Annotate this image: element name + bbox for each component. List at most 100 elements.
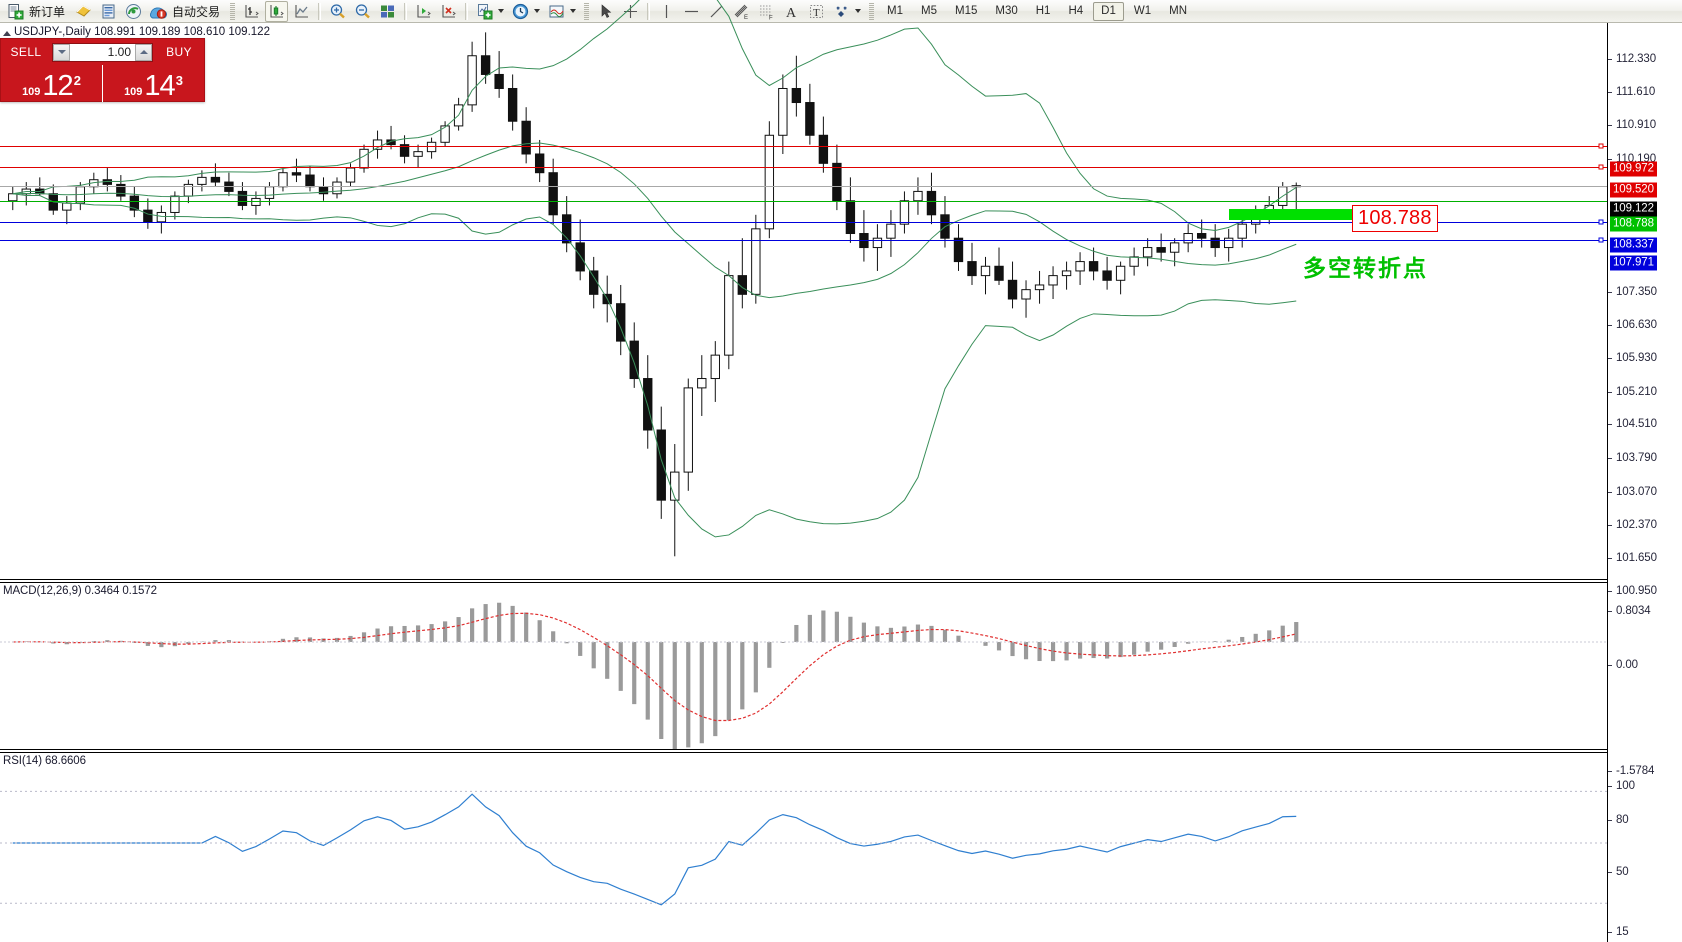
timeframe-mn[interactable]: MN xyxy=(1169,5,1187,17)
price-level-line[interactable] xyxy=(0,145,1607,147)
price-tick xyxy=(1608,424,1612,426)
new-order-button[interactable]: 新订单 xyxy=(4,1,70,22)
price-level-badge[interactable]: 108.788 xyxy=(1610,216,1657,232)
trade-panel-quotes: 109 12 2 109 14 3 xyxy=(1,65,204,102)
templates-button[interactable] xyxy=(545,1,579,22)
chevron-down-icon-4[interactable] xyxy=(855,9,862,13)
timeframe-h1[interactable]: H1 xyxy=(1035,5,1051,17)
volume-value[interactable]: 1.00 xyxy=(107,45,131,59)
periods-button[interactable] xyxy=(509,1,543,22)
price-level-line[interactable] xyxy=(0,201,1607,203)
price-level-badge[interactable]: 107.971 xyxy=(1610,255,1657,271)
price-tick-label: 106.630 xyxy=(1616,319,1657,332)
navigator-button[interactable] xyxy=(122,1,145,22)
text-button[interactable]: A xyxy=(780,1,803,22)
rsi-tick xyxy=(1608,872,1612,873)
chart-collapse-icon[interactable] xyxy=(3,31,11,36)
line-chart-button[interactable] xyxy=(290,1,313,22)
chart-shift-button[interactable] xyxy=(376,1,399,22)
indicators-button[interactable] xyxy=(473,1,507,22)
data-window-button[interactable] xyxy=(97,1,120,22)
timeframe-m5[interactable]: M5 xyxy=(921,5,937,17)
chart-end-button[interactable] xyxy=(437,1,460,22)
price-tick xyxy=(1608,524,1612,526)
timeframe-w1[interactable]: W1 xyxy=(1133,5,1152,17)
price-label-annotation[interactable]: 108.788 xyxy=(1352,205,1438,232)
macd-pane-title: MACD(12,26,9) 0.3464 0.1572 xyxy=(3,585,157,597)
timeframe-m1[interactable]: M1 xyxy=(887,5,904,17)
templates-icon xyxy=(548,3,565,20)
rsi-tick-label: 50 xyxy=(1616,866,1629,878)
equidistant-channel-button[interactable]: E xyxy=(730,1,753,22)
timeframe-h4[interactable]: H4 xyxy=(1068,5,1084,17)
horizontal-line-button[interactable] xyxy=(680,1,703,22)
price-level-badge[interactable]: 108.337 xyxy=(1610,237,1657,253)
level-anchor-handle[interactable] xyxy=(1598,143,1604,149)
price-tick xyxy=(1608,458,1612,460)
price-scale[interactable]: 112.330 111.610 110.910 110.190 107.350 106.6… xyxy=(1607,23,1682,942)
toolbar-grip-3[interactable] xyxy=(869,2,875,20)
chevron-down-icon-2[interactable] xyxy=(534,9,541,13)
trend-line-button[interactable] xyxy=(705,1,728,22)
level-anchor-handle[interactable] xyxy=(1598,164,1604,170)
fibonacci-button[interactable]: F xyxy=(755,1,778,22)
timeframe-m30[interactable]: M30 xyxy=(995,5,1018,17)
chinese-annotation[interactable]: 多空转折点 xyxy=(1303,255,1428,281)
volume-stepper[interactable]: 1.00 xyxy=(52,42,153,62)
objects-button[interactable] xyxy=(830,1,864,22)
price-tick-label: 105.930 xyxy=(1616,352,1657,365)
svg-text:F: F xyxy=(769,15,773,20)
volume-decrement-button[interactable] xyxy=(53,43,70,61)
vertical-line-button[interactable] xyxy=(655,1,678,22)
candlestick-chart-button[interactable] xyxy=(265,0,289,22)
price-tick-label: 102.370 xyxy=(1616,518,1657,531)
sell-price[interactable]: 109 12 2 xyxy=(1,65,102,102)
zoom-in-button[interactable] xyxy=(326,1,349,22)
price-level-line[interactable] xyxy=(0,167,1607,169)
price-level-line[interactable] xyxy=(0,239,1607,241)
price-level-badge[interactable]: 109.972 xyxy=(1610,161,1657,177)
one-click-trading-panel[interactable]: SELL 1.00 BUY 109 12 2 109 14 3 xyxy=(0,38,205,102)
price-level-badge[interactable]: 109.122 xyxy=(1610,201,1657,217)
price-tick xyxy=(1608,391,1612,393)
toolbar-grip-2[interactable] xyxy=(584,2,590,20)
price-pane-plot xyxy=(8,0,1301,557)
level-anchor-handle[interactable] xyxy=(1598,219,1604,225)
autotrading-button[interactable]: 自动交易 xyxy=(147,1,225,22)
chevron-down-icon-3[interactable] xyxy=(570,9,577,13)
toolbar-grip[interactable] xyxy=(230,2,236,20)
timeframe-d1[interactable]: D1 xyxy=(1093,1,1124,21)
line-chart-icon xyxy=(293,3,310,20)
macd-pane-separator-top2 xyxy=(0,582,1682,583)
zoom-out-icon xyxy=(354,3,371,20)
zoom-out-button[interactable] xyxy=(351,1,374,22)
timeframe-m15[interactable]: M15 xyxy=(955,5,978,17)
auto-scroll-button[interactable] xyxy=(412,1,435,22)
level-anchor-handle[interactable] xyxy=(1598,237,1604,243)
volume-increment-button[interactable] xyxy=(135,43,152,61)
vertical-line-icon xyxy=(658,3,675,20)
cursor-button[interactable] xyxy=(594,1,617,22)
price-tick-label: 107.350 xyxy=(1616,285,1657,298)
price-tick xyxy=(1608,291,1612,293)
cursor-icon xyxy=(597,3,614,20)
price-level-badge[interactable]: 109.520 xyxy=(1610,182,1657,198)
buy-button[interactable]: BUY xyxy=(166,45,192,59)
crosshair-button[interactable] xyxy=(619,1,642,22)
price-tick xyxy=(1608,125,1612,127)
bar-chart-button[interactable] xyxy=(240,1,263,22)
price-tick-label: 103.790 xyxy=(1616,452,1657,465)
text-icon: A xyxy=(783,3,800,21)
price-tick xyxy=(1608,558,1612,560)
periods-icon xyxy=(512,3,529,20)
highlight-rectangle[interactable] xyxy=(1229,209,1357,220)
chevron-down-icon[interactable] xyxy=(498,9,505,13)
text-label-button[interactable]: T xyxy=(805,1,828,22)
macd-tick-label: -1.5784 xyxy=(1616,765,1655,777)
sell-button[interactable]: SELL xyxy=(10,45,42,59)
price-level-line[interactable] xyxy=(0,185,1607,187)
price-level-line[interactable] xyxy=(0,222,1607,224)
buy-price[interactable]: 109 14 3 xyxy=(102,65,204,102)
expert-advisors-button[interactable] xyxy=(72,1,95,22)
